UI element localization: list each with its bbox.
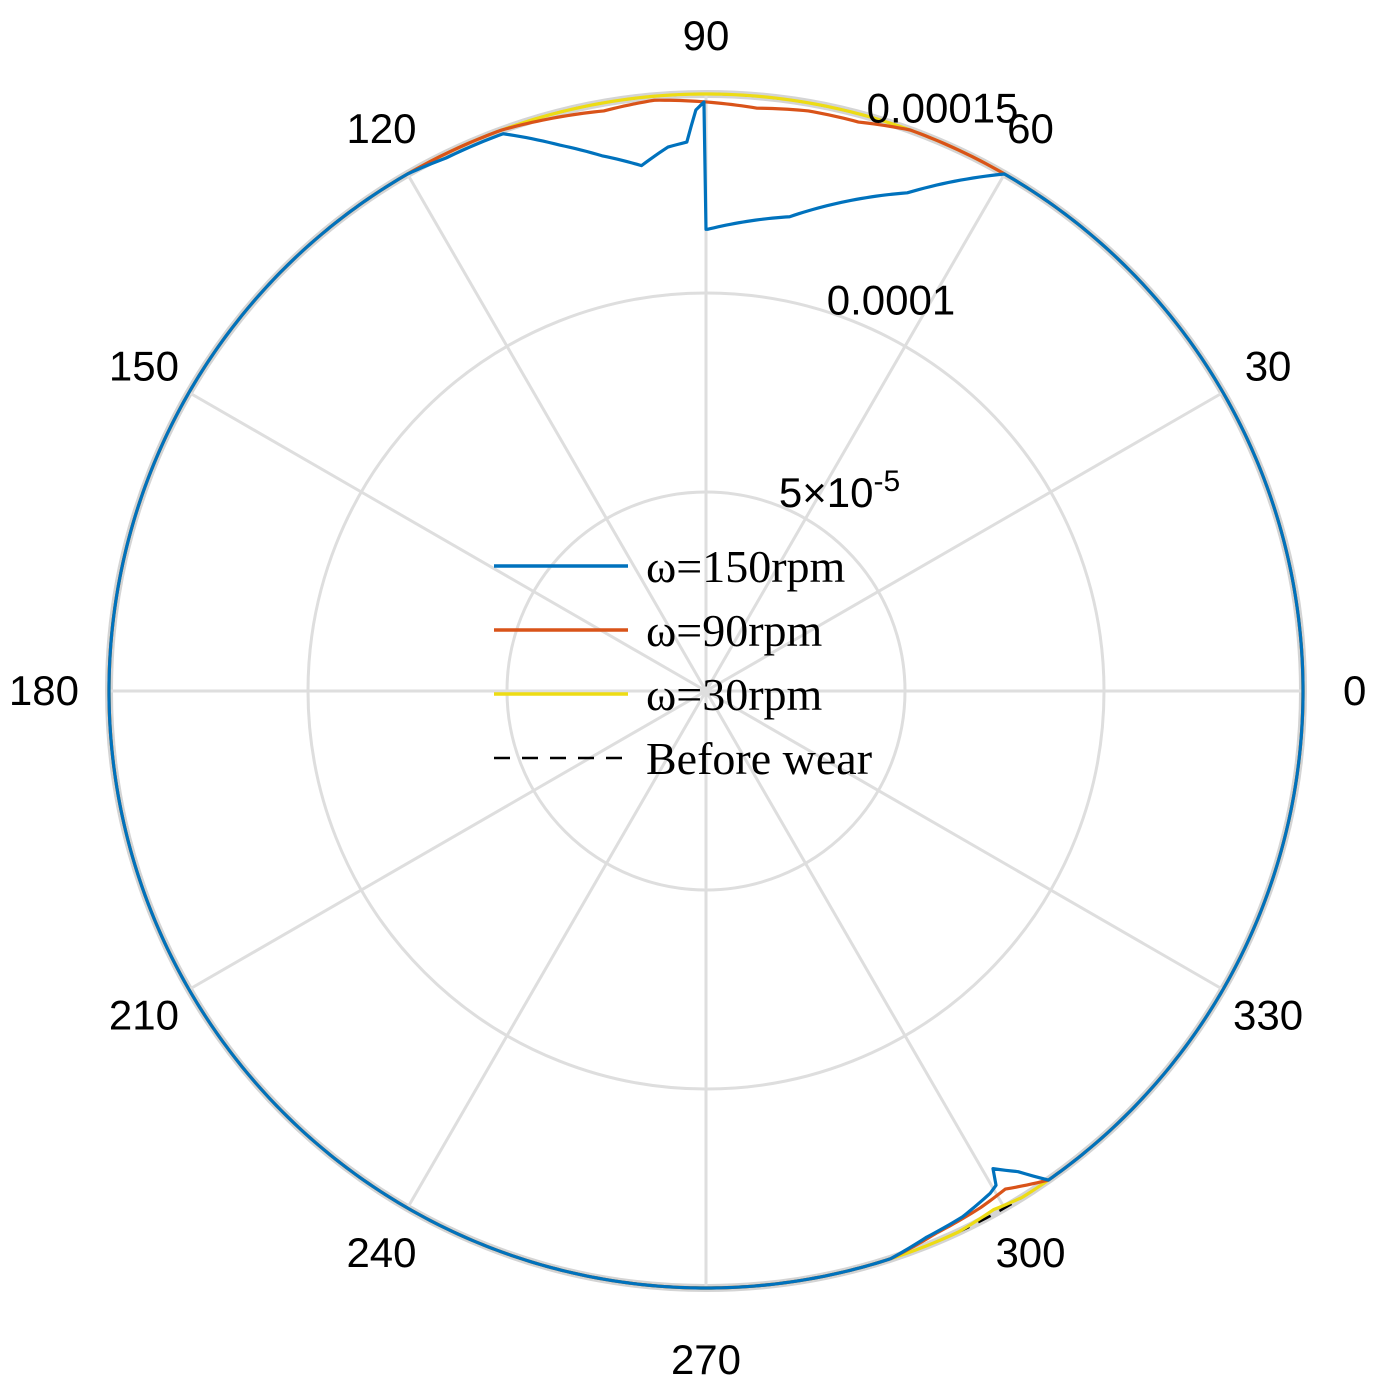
grid-spoke xyxy=(704,690,1006,1209)
legend-label: Before wear xyxy=(646,733,872,784)
angle-tick-label: 30 xyxy=(1245,343,1292,390)
grid-spoke xyxy=(704,173,1006,692)
angle-tick-label: 210 xyxy=(109,992,179,1039)
angle-tick-label: 240 xyxy=(346,1229,416,1276)
radius-tick-mantissa: 5×10 xyxy=(779,469,874,516)
grid-spoke xyxy=(705,689,1224,991)
angle-tick-label: 330 xyxy=(1233,992,1303,1039)
series-group xyxy=(107,92,1305,1290)
angle-tick-label: 180 xyxy=(9,667,79,714)
angle-tick-label: 60 xyxy=(1007,105,1054,152)
grid-spoke xyxy=(406,690,708,1209)
angle-tick-labels: 0 30 60 90 120 150 180 210 240 270 300 330 xyxy=(9,12,1366,1383)
legend-label: ω=30rpm xyxy=(646,669,823,720)
angle-tick-label: 90 xyxy=(683,12,730,59)
legend-label: ω=150rpm xyxy=(646,541,846,592)
radius-tick-label: 0.00015 xyxy=(867,84,1019,131)
series-line-0 xyxy=(107,100,1305,1290)
radius-tick-label: 5×10-5 xyxy=(779,465,900,516)
legend: ω=150rpm ω=90rpm ω=30rpm Before wear xyxy=(494,541,872,784)
radius-tick-label: 0.0001 xyxy=(827,277,955,324)
angle-tick-label: 120 xyxy=(346,105,416,152)
grid-spoke xyxy=(188,391,707,693)
radius-tick-exponent: -5 xyxy=(873,465,900,498)
angle-tick-label: 300 xyxy=(995,1229,1065,1276)
grid-spoke xyxy=(406,173,708,692)
angle-tick-label: 270 xyxy=(671,1336,741,1383)
angle-tick-label: 150 xyxy=(109,343,179,390)
grid-spoke xyxy=(188,689,707,991)
radius-tick-labels: 5×10-5 0.0001 0.00015 xyxy=(779,84,1019,515)
angle-tick-label: 0 xyxy=(1343,667,1366,714)
grid-spoke xyxy=(705,391,1224,693)
legend-label: ω=90rpm xyxy=(646,605,823,656)
